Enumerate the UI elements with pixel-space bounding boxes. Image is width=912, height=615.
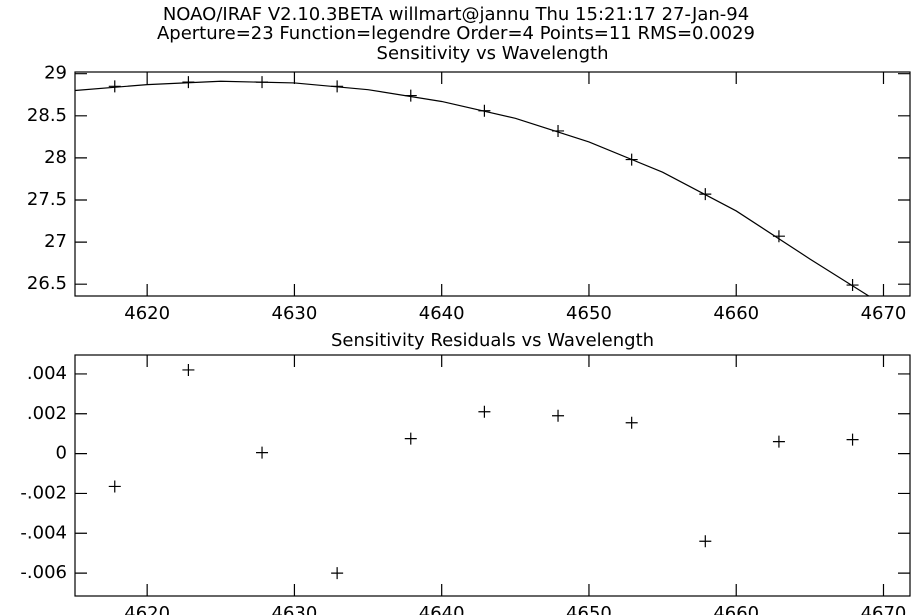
x-tick-label: 4670 (861, 603, 907, 615)
data-point (772, 435, 785, 448)
x-tick-label: 4640 (419, 303, 465, 324)
x-tick-label: 4660 (713, 303, 759, 324)
header-line: NOAO/IRAF V2.10.3BETA willmart@jannu Thu… (163, 4, 749, 25)
y-tick-label: .002 (27, 403, 67, 424)
data-point (552, 409, 565, 422)
y-tick-label: .004 (27, 363, 67, 384)
x-tick-label: 4620 (124, 303, 170, 324)
y-tick-label: 28.5 (27, 105, 67, 126)
chart-title: Sensitivity Residuals vs Wavelength (331, 330, 654, 351)
y-tick-label: 0 (56, 443, 67, 464)
data-point (331, 567, 344, 580)
data-point (108, 480, 121, 493)
plot-frame (74, 71, 911, 297)
y-tick-label: -.006 (20, 562, 67, 583)
data-point (846, 433, 859, 446)
y-tick-label: 27.5 (27, 189, 67, 210)
data-point (182, 363, 195, 376)
x-tick-label: 4650 (566, 303, 612, 324)
data-point (846, 279, 859, 292)
data-point (625, 416, 638, 429)
y-tick-label: 29 (44, 63, 67, 84)
x-tick-label: 4620 (124, 603, 170, 615)
x-tick-label: 4630 (272, 303, 318, 324)
x-tick-label: 4630 (272, 603, 318, 615)
fit-curve (74, 80, 870, 297)
y-tick-label: 28 (44, 147, 67, 168)
y-tick-label: 26.5 (27, 273, 67, 294)
header-line: Aperture=23 Function=legendre Order=4 Po… (157, 23, 755, 44)
y-tick-label: 27 (44, 231, 67, 252)
y-tick-label: -.002 (20, 482, 67, 503)
x-tick-label: 4650 (566, 603, 612, 615)
data-point (256, 446, 269, 459)
data-point (108, 80, 121, 93)
chart-title: Sensitivity vs Wavelength (377, 43, 609, 64)
data-point (478, 405, 491, 418)
plot-frame (74, 354, 911, 597)
data-point (404, 432, 417, 445)
x-tick-label: 4660 (713, 603, 759, 615)
x-tick-label: 4670 (861, 303, 907, 324)
y-tick-label: -.004 (20, 522, 67, 543)
data-point (699, 535, 712, 548)
x-tick-label: 4640 (419, 603, 465, 615)
